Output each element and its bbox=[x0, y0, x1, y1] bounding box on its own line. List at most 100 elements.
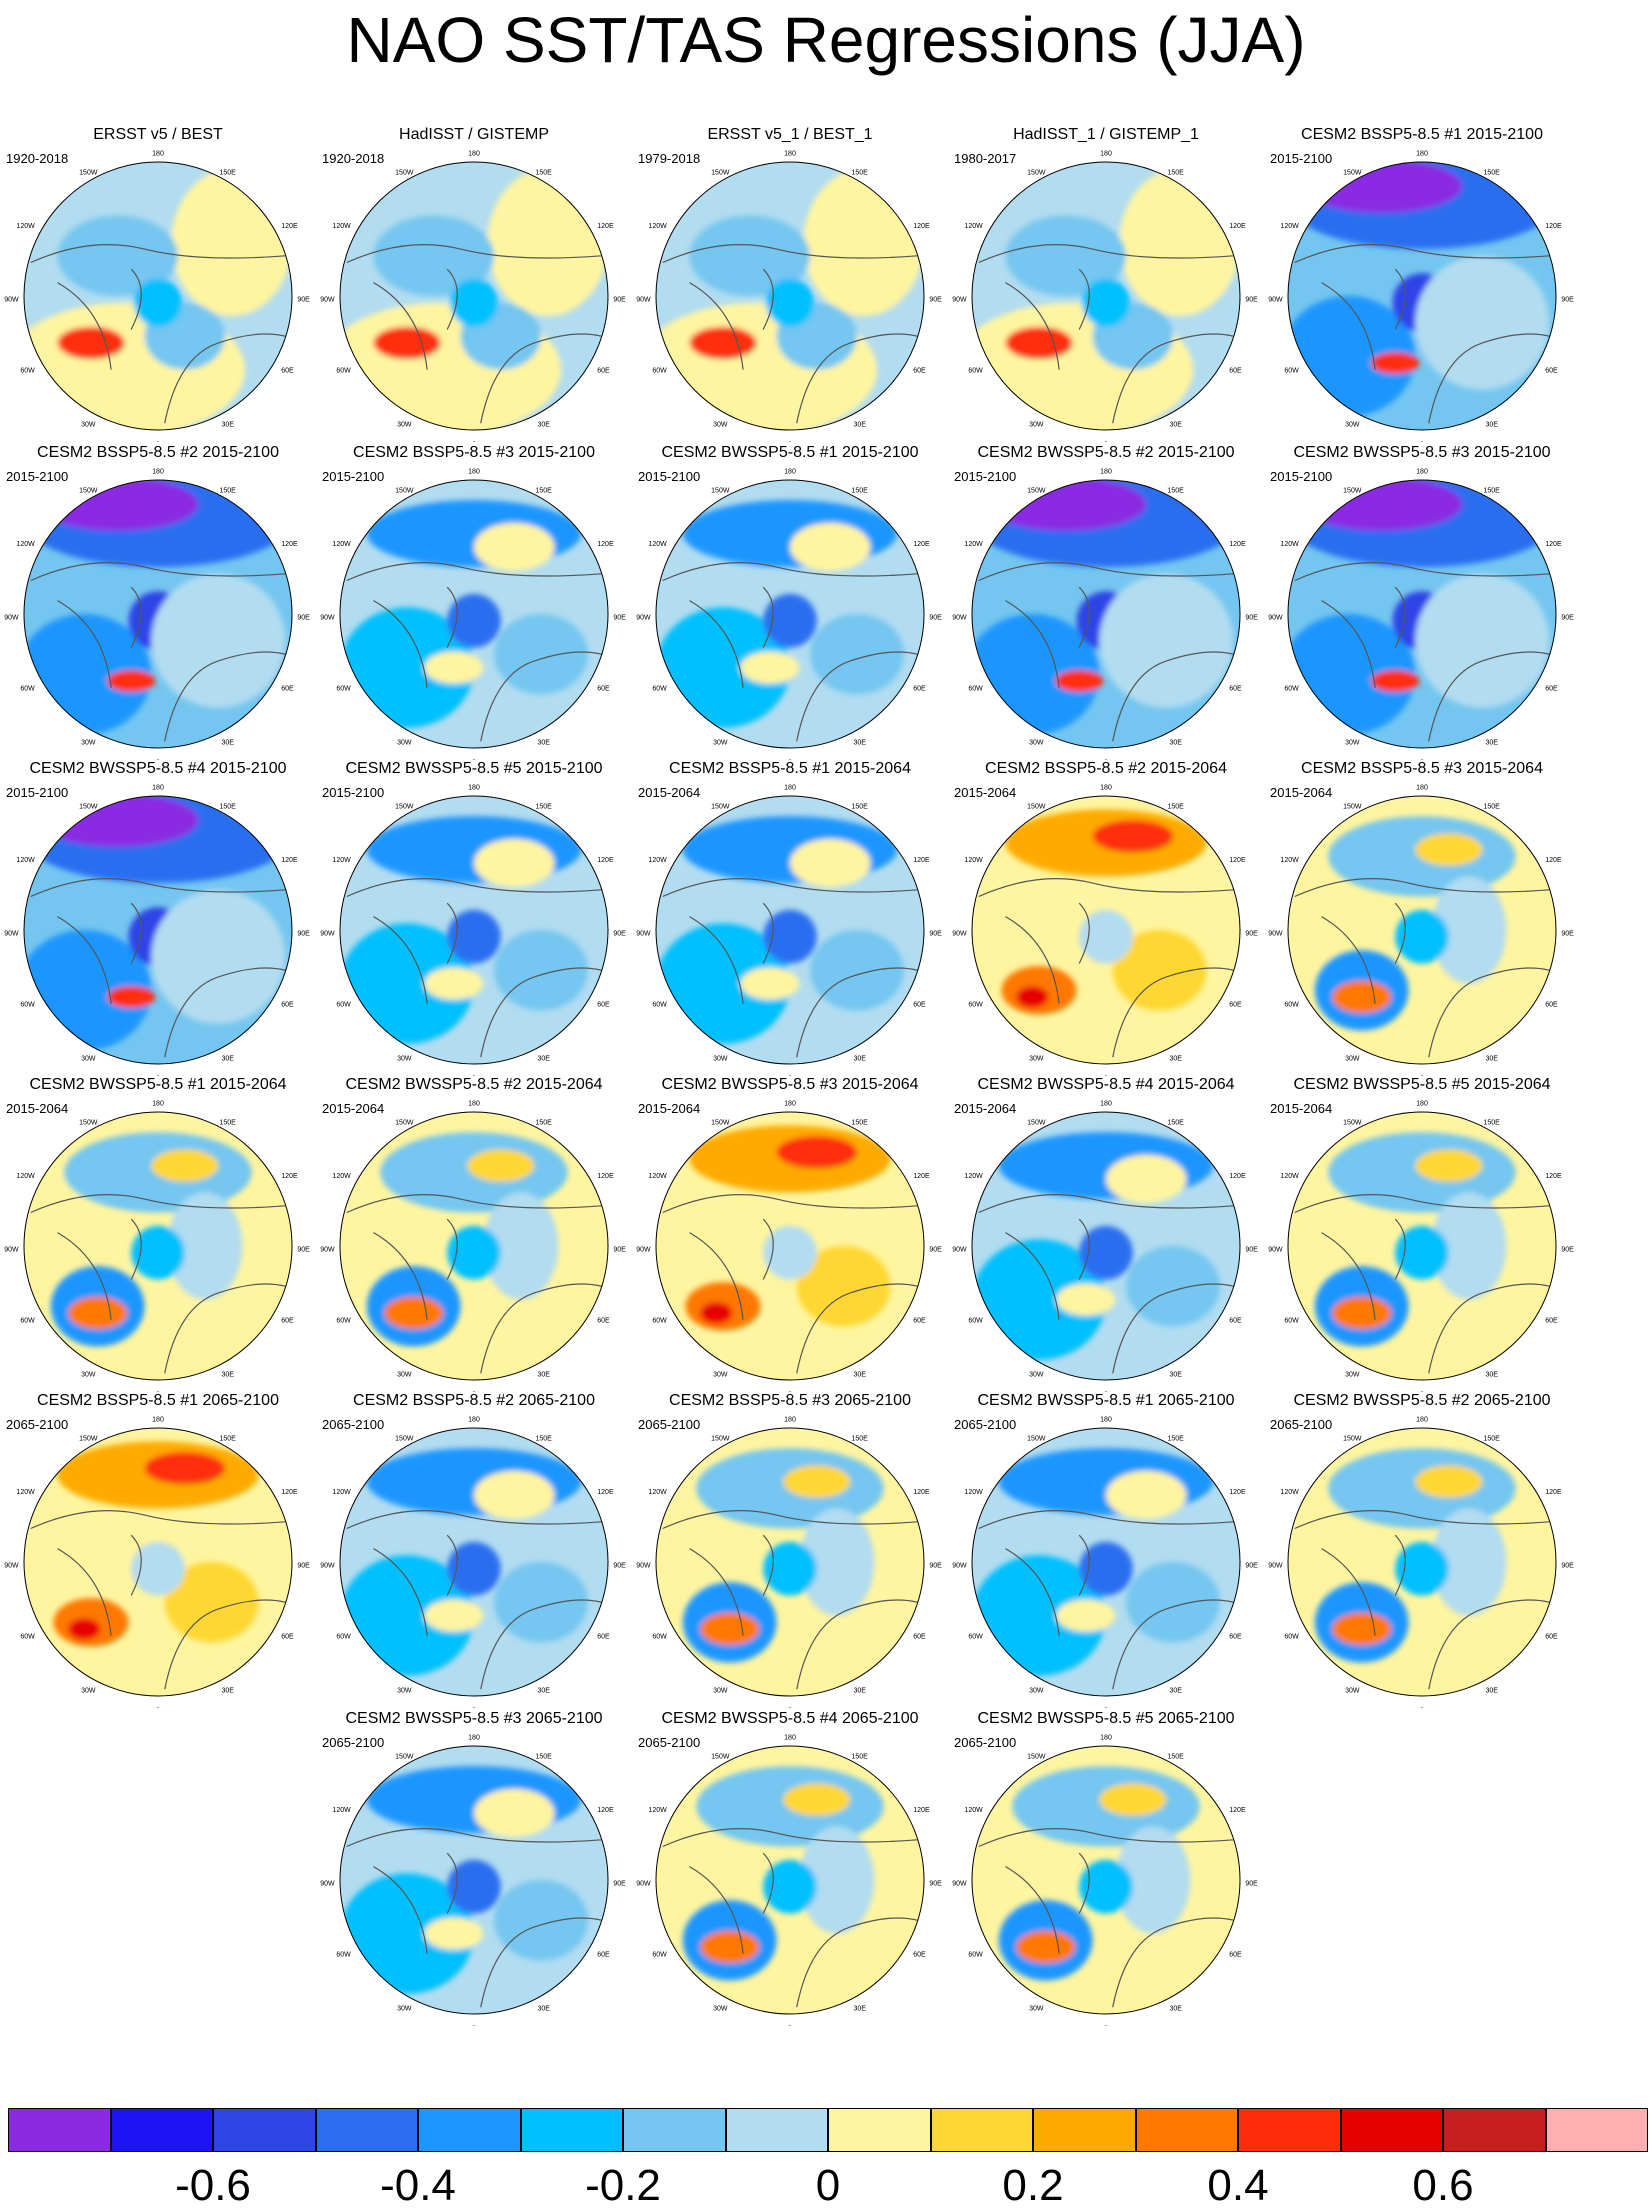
longitude-label: 120E bbox=[281, 541, 298, 548]
longitude-label: 180 bbox=[468, 1417, 480, 1424]
anomaly-region bbox=[167, 1192, 243, 1300]
anomaly-region bbox=[1055, 670, 1104, 692]
coastline bbox=[1428, 967, 1550, 1058]
longitude-label: 90E bbox=[1245, 1247, 1258, 1254]
longitude-label: 150E bbox=[1168, 803, 1185, 810]
longitude-label: 60E bbox=[597, 368, 610, 375]
polar-map: 180 150W 150E 120W 120E 90W 90E 60W 60E 30W 30E 0 bbox=[1268, 1101, 1574, 1392]
coastline bbox=[346, 1828, 602, 1848]
longitude-label: 120W bbox=[1280, 1489, 1299, 1496]
map-panel: HadISST_1 / GISTEMP_1 1980-2017 180 150W 150… bbox=[948, 126, 1264, 442]
longitude-label: 150W bbox=[1027, 1435, 1046, 1442]
coastline bbox=[978, 244, 1234, 264]
anomaly-region bbox=[1005, 326, 1073, 359]
longitude-label: 120W bbox=[1280, 223, 1299, 230]
anomaly-region bbox=[483, 1192, 559, 1300]
longitude-label: 180 bbox=[468, 151, 480, 158]
longitude-label: 0 bbox=[788, 759, 792, 760]
longitude-label: 90E bbox=[929, 1881, 942, 1888]
longitude-label: 150E bbox=[1168, 1753, 1185, 1760]
polar-map: 180 150W 150E 120W 120E 90W 90E 60W 60E 30W 30E 0 bbox=[1268, 1417, 1574, 1708]
anomaly-region bbox=[763, 1859, 817, 1914]
map-border bbox=[655, 161, 925, 431]
longitude-label: 90W bbox=[320, 1563, 335, 1570]
longitude-label: 180 bbox=[468, 785, 480, 792]
map-border bbox=[1287, 479, 1557, 749]
panel-title: CESM2 BWSSP5-8.5 #2 2015-2064 bbox=[345, 1076, 603, 1093]
anomaly-region bbox=[447, 1541, 501, 1596]
anomaly-region bbox=[700, 1612, 760, 1646]
longitude-label: 60E bbox=[597, 1634, 610, 1641]
longitude-label: 0 bbox=[472, 1391, 476, 1392]
coastline bbox=[480, 651, 602, 742]
polar-map: 180 150W 150E 120W 120E 90W 90E 60W 60E 30W 30E 0 bbox=[952, 469, 1258, 760]
longitude-label: 30W bbox=[81, 421, 96, 428]
longitude-label: 150W bbox=[395, 487, 414, 494]
anomaly-region bbox=[689, 215, 811, 296]
map-border bbox=[23, 1111, 293, 1381]
longitude-label: 150W bbox=[395, 803, 414, 810]
longitude-label: 60W bbox=[652, 1952, 667, 1959]
anomaly-region bbox=[1415, 255, 1550, 390]
panel-title: ERSST v5_1 / BEST_1 bbox=[707, 126, 873, 143]
colorbar-box bbox=[1238, 2108, 1341, 2152]
longitude-label: 60E bbox=[597, 1318, 610, 1325]
longitude-label: 60W bbox=[336, 1634, 351, 1641]
panel-title: CESM2 BWSSP5-8.5 #3 2015-2100 bbox=[1293, 444, 1551, 461]
longitude-label: 150E bbox=[1168, 1435, 1185, 1442]
anomaly-region bbox=[171, 168, 292, 317]
longitude-label: 180 bbox=[1100, 785, 1112, 792]
anomaly-region bbox=[985, 480, 1147, 531]
longitude-label: 30E bbox=[1169, 1371, 1182, 1378]
coastline bbox=[1294, 878, 1550, 898]
longitude-label: 30W bbox=[1345, 1055, 1360, 1062]
coastline bbox=[662, 1828, 918, 1848]
anomaly-region bbox=[151, 1149, 219, 1182]
coastline bbox=[480, 1599, 602, 1690]
longitude-label: 150W bbox=[1027, 487, 1046, 494]
coastline bbox=[689, 1548, 744, 1636]
panel-period: 2015-2100 bbox=[6, 785, 69, 800]
map-border bbox=[655, 1745, 925, 2015]
anomaly-region bbox=[1415, 1149, 1483, 1182]
longitude-label: 150W bbox=[79, 1435, 98, 1442]
map-border bbox=[1287, 1111, 1557, 1381]
coastline bbox=[164, 333, 286, 424]
coastline bbox=[1112, 1283, 1234, 1374]
map-border bbox=[655, 479, 925, 749]
map-panel: CESM2 BWSSP5-8.5 #4 2015-2064 2015-2064 18… bbox=[948, 1076, 1264, 1392]
colorbar-box bbox=[1135, 2108, 1238, 2152]
longitude-label: 150W bbox=[1027, 1753, 1046, 1760]
panel-period: 2015-2100 bbox=[638, 469, 701, 484]
coastline bbox=[1428, 1283, 1550, 1374]
anomaly-region bbox=[799, 1508, 875, 1616]
anomaly-region bbox=[131, 1541, 185, 1596]
longitude-label: 30W bbox=[713, 2005, 728, 2012]
longitude-label: 0 bbox=[472, 1075, 476, 1076]
longitude-label: 60W bbox=[20, 1318, 35, 1325]
coastline bbox=[1005, 600, 1060, 688]
anomaly-region bbox=[1395, 1541, 1449, 1596]
panel-period: 2015-2064 bbox=[954, 1101, 1017, 1116]
longitude-label: 30W bbox=[81, 1371, 96, 1378]
coastline bbox=[346, 562, 602, 582]
longitude-label: 90W bbox=[636, 297, 651, 304]
longitude-label: 0 bbox=[788, 1075, 792, 1076]
colorbar-box bbox=[1033, 2108, 1136, 2152]
panel-title: CESM2 BSSP5-8.5 #3 2015-2064 bbox=[1301, 760, 1543, 777]
coastline bbox=[1078, 1852, 1090, 1914]
longitude-label: 30E bbox=[1485, 1055, 1498, 1062]
coastline bbox=[1428, 1599, 1550, 1690]
longitude-label: 0 bbox=[1104, 1391, 1108, 1392]
coastline bbox=[30, 1194, 286, 1214]
longitude-label: 120W bbox=[964, 1489, 983, 1496]
longitude-label: 0 bbox=[156, 759, 160, 760]
longitude-label: 60E bbox=[1229, 686, 1242, 693]
longitude-label: 90W bbox=[4, 1563, 19, 1570]
anomaly-region bbox=[1079, 1859, 1133, 1914]
map-panel: CESM2 BWSSP5-8.5 #5 2015-2100 2015-2100 18… bbox=[316, 760, 632, 1076]
anomaly-region bbox=[1119, 168, 1240, 317]
anomaly-region bbox=[107, 986, 156, 1008]
anomaly-region bbox=[783, 1465, 851, 1498]
longitude-label: 30E bbox=[1485, 421, 1498, 428]
